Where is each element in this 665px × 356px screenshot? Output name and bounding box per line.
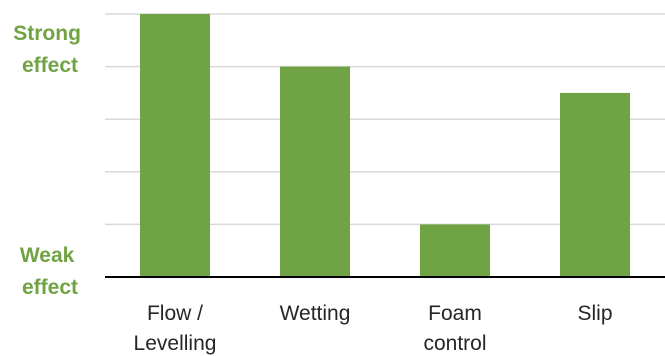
x-axis-labels: Flow / Levelling Wetting Foam control Slip <box>134 302 613 355</box>
y-label-strong: Strong effect <box>13 22 87 77</box>
y-label-weak: Weak effect <box>20 244 80 299</box>
bar-2 <box>420 224 490 277</box>
x-tick-label-3: Slip <box>577 302 612 325</box>
bar-3 <box>560 92 630 278</box>
y-label-strong-line1: Strong <box>13 22 81 45</box>
x-tick-label-1: Wetting <box>280 302 351 325</box>
x-tick-label-line: Wetting <box>280 302 351 325</box>
y-label-weak-line1: Weak <box>20 244 75 267</box>
x-tick-label-line: Foam <box>428 302 482 325</box>
bar-1 <box>280 66 350 277</box>
x-tick-label-line: Slip <box>577 302 612 325</box>
y-label-strong-line2: effect <box>22 54 78 77</box>
y-label-weak-line2: effect <box>22 276 78 299</box>
x-tick-label-line: Levelling <box>134 332 217 355</box>
x-tick-label-2: Foam control <box>423 302 486 355</box>
x-tick-label-0: Flow / Levelling <box>134 302 217 355</box>
x-tick-label-line: Flow / <box>147 302 203 325</box>
bar-0 <box>140 14 210 277</box>
x-tick-label-line: control <box>423 332 486 355</box>
bars <box>140 14 630 278</box>
